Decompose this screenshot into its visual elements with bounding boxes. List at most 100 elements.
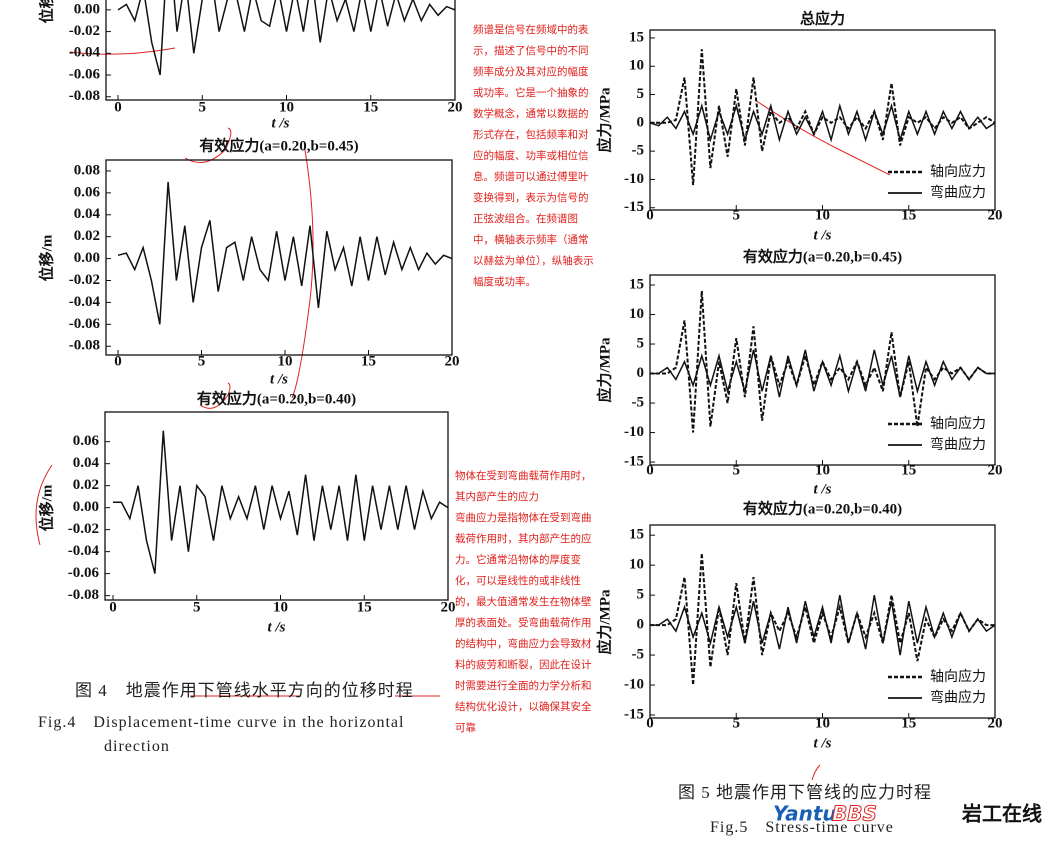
x-tick-label: 15: [901, 715, 916, 731]
y-axis-label: 应力/MPa: [595, 87, 613, 152]
x-tick-label: 15: [901, 207, 916, 223]
x-axis-label: t /s: [272, 115, 290, 131]
x-tick-label: 5: [199, 99, 207, 115]
legend-label: 弯曲应力: [930, 436, 986, 453]
legend-label: 弯曲应力: [930, 184, 986, 201]
y-tick-label: 0.02: [74, 228, 100, 244]
x-tick-label: 20: [441, 599, 456, 615]
plot-frame: [104, 411, 449, 601]
y-tick-label: -0.06: [69, 66, 101, 82]
y-axis-label: 位移/m: [37, 484, 55, 531]
y-tick-label: 15: [629, 276, 644, 292]
data-line: [650, 349, 995, 398]
y-tick-label: 5: [637, 86, 645, 102]
x-tick-label: 0: [114, 353, 122, 369]
x-tick-label: 20: [445, 353, 460, 369]
x-tick-label: 20: [988, 715, 1003, 731]
data-line: [650, 594, 995, 656]
y-tick-label: 10: [629, 306, 644, 322]
plot-frame: [105, 159, 453, 356]
y-tick-label: -15: [624, 706, 644, 722]
x-tick-label: 10: [273, 599, 288, 615]
plot-frame: [105, 0, 456, 101]
chart-title: 有效应力(a=0.20,b=0.40): [197, 389, 356, 407]
chart-title: 有效应力(a=0.20,b=0.45): [743, 247, 902, 265]
annotation: 弯曲应力是指物体在受到弯曲载荷作用时，其内部产生的应力。它通常沿物体的厚度变化，…: [455, 512, 592, 734]
y-axis-label: 位移/m: [37, 0, 55, 23]
y-tick-label: 10: [629, 58, 644, 74]
x-axis-label: t /s: [268, 619, 286, 635]
y-tick-label: -5: [632, 647, 645, 663]
y-tick-label: 0: [637, 365, 645, 381]
x-tick-label: 0: [646, 207, 654, 223]
y-tick-label: 0.08: [74, 162, 100, 178]
x-tick-label: 10: [815, 207, 830, 223]
y-tick-label: -0.06: [69, 316, 101, 332]
y-tick-label: 0.04: [74, 206, 101, 222]
x-tick-label: 20: [448, 99, 463, 115]
x-tick-label: 15: [357, 599, 372, 615]
y-tick-label: -0.06: [68, 565, 100, 581]
scribble: [199, 382, 231, 409]
legend-label: 轴向应力: [930, 163, 986, 180]
scribble: [811, 764, 821, 781]
x-tick-label: 0: [646, 462, 654, 478]
x-tick-label: 0: [646, 715, 654, 731]
x-axis-label: t /s: [270, 371, 288, 387]
scribble: [35, 464, 53, 546]
scribble: [291, 149, 314, 399]
y-tick-label: 5: [637, 587, 645, 603]
y-tick-label: -0.02: [69, 272, 100, 288]
x-axis-label: t /s: [814, 481, 832, 497]
x-tick-label: 0: [109, 599, 117, 615]
y-tick-label: -10: [624, 676, 644, 692]
y-tick-label: -0.02: [69, 23, 100, 39]
y-tick-label: 5: [637, 335, 645, 351]
y-tick-label: -0.04: [69, 294, 101, 310]
annotation: 物体在受到弯曲载荷作用时，其内部产生的应力: [455, 470, 592, 503]
x-tick-label: 5: [733, 715, 741, 731]
y-tick-label: -5: [632, 394, 645, 410]
caption: Fig.4 Displacement-time curve in the hor…: [38, 714, 405, 731]
y-tick-label: 0: [637, 114, 645, 130]
x-axis-label: t /s: [814, 735, 832, 751]
x-tick-label: 5: [733, 462, 741, 478]
y-tick-label: -15: [624, 199, 644, 215]
data-line: [117, 0, 455, 76]
watermark: Yantu: [773, 802, 837, 826]
x-tick-label: 10: [278, 353, 293, 369]
caption: direction: [104, 738, 170, 755]
watermark: BBS: [832, 802, 877, 826]
legend-label: 轴向应力: [930, 668, 986, 685]
annotation: 频谱是信号在频域中的表示，描述了信号中的不同频率成分及其对应的幅度或功率。它是一…: [473, 24, 594, 288]
y-axis-label: 应力/MPa: [595, 589, 613, 654]
x-tick-label: 5: [193, 599, 201, 615]
caption: Fig.5 Stress-time curve: [710, 819, 894, 836]
y-tick-label: 15: [629, 29, 644, 45]
y-tick-label: -0.08: [68, 587, 99, 603]
watermark: 岩工在线: [961, 802, 1042, 826]
y-tick-label: -5: [632, 143, 645, 159]
scribble: [754, 99, 891, 176]
y-tick-label: 0.04: [73, 455, 100, 471]
x-tick-label: 10: [279, 99, 294, 115]
chart-title: 有效应力(a=0.20,b=0.45): [199, 136, 358, 154]
x-tick-label: 15: [901, 462, 916, 478]
y-tick-label: -10: [624, 171, 644, 187]
x-tick-label: 10: [815, 462, 830, 478]
chart-title: 有效应力(a=0.20,b=0.40): [743, 499, 902, 517]
y-tick-label: -15: [624, 453, 644, 469]
y-tick-label: -0.02: [68, 521, 99, 537]
chart-title: 总应力: [800, 9, 845, 27]
scribble: [69, 47, 176, 55]
legend-label: 轴向应力: [930, 415, 986, 432]
data-line: [117, 181, 452, 325]
caption: 图 5 地震作用下管线的应力时程: [678, 783, 932, 802]
y-tick-label: -0.04: [69, 45, 101, 61]
y-tick-label: 0.06: [73, 433, 100, 449]
y-tick-label: -0.08: [69, 338, 100, 354]
y-axis-label: 应力/MPa: [595, 337, 613, 402]
y-tick-label: 0.06: [74, 184, 101, 200]
x-tick-label: 15: [363, 99, 378, 115]
